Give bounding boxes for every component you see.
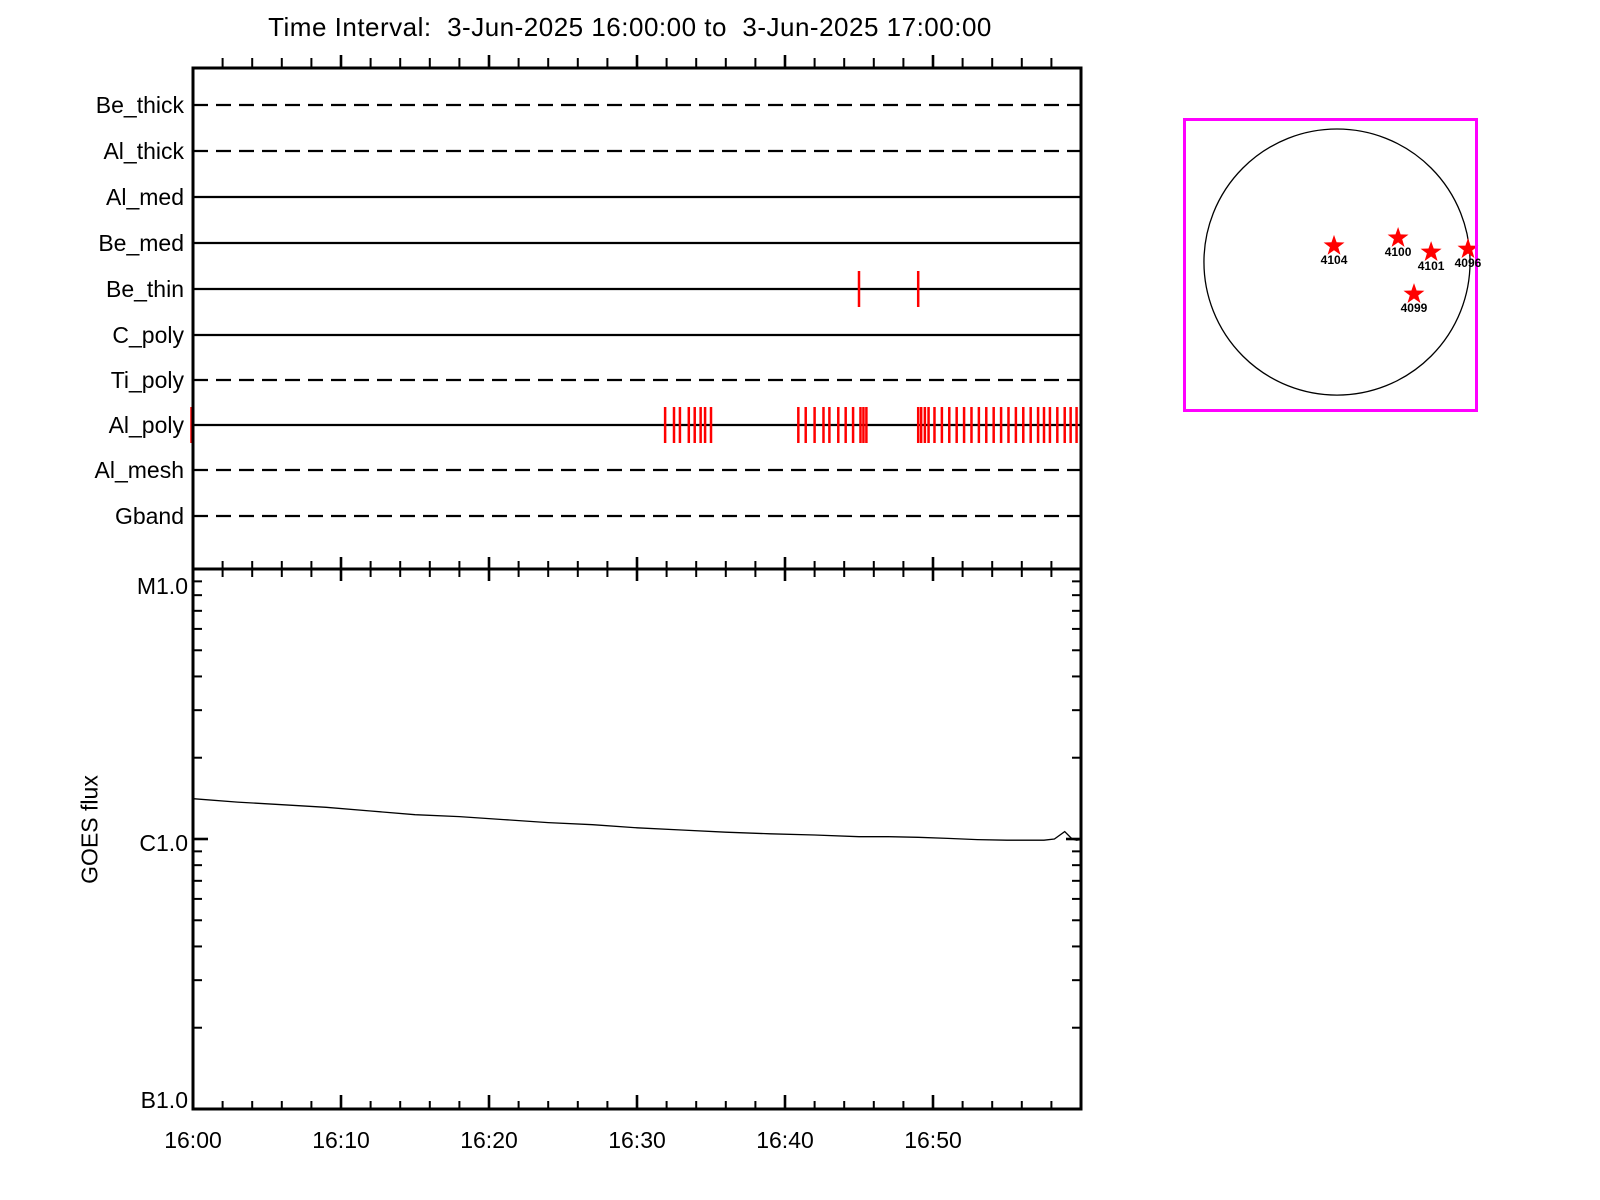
active-region-star-4096 [1457, 238, 1479, 258]
filter-label-be-thick: Be_thick [95, 92, 184, 118]
solar-limb-circle [1203, 128, 1471, 396]
filter-label-al-thick: Al_thick [103, 138, 184, 164]
goes-flux-axis-title: GOES flux [76, 775, 103, 884]
goes-ytick-b1: B1.0 [140, 1087, 188, 1113]
active-region-label-4096: 4096 [1454, 256, 1482, 271]
full-disk-map-frame [1183, 118, 1478, 412]
xtick-1640: 16:40 [756, 1127, 814, 1153]
goes-flux-curve [192, 798, 1082, 841]
filter-label-al-med: Al_med [106, 184, 184, 210]
page-title: Time Interval: 3-Jun-2025 16:00:00 to 3-… [268, 12, 992, 42]
active-region-label-4101: 4101 [1417, 259, 1445, 274]
active-region-star-4100 [1387, 227, 1409, 247]
filter-label-ti-poly: Ti_poly [110, 367, 184, 393]
active-region-label-4099: 4099 [1400, 301, 1428, 316]
active-region-star-4104 [1323, 234, 1345, 255]
xtick-1600: 16:00 [164, 1127, 222, 1153]
active-region-label-4100: 4100 [1384, 244, 1412, 259]
goes-ytick-c1: C1.0 [139, 830, 188, 856]
filter-label-gband: Gband [114, 503, 184, 529]
active-region-star-4101 [1420, 241, 1442, 261]
filter-label-be-thin: Be_thin [105, 276, 184, 302]
active-region-label-4104: 4104 [1320, 252, 1348, 267]
filter-label-al-mesh: Al_mesh [94, 457, 184, 483]
filter-panel-border [191, 66, 1083, 571]
goes-ytick-m1: M1.0 [136, 573, 188, 599]
xtick-1630: 16:30 [608, 1127, 666, 1153]
filter-label-be-med: Be_med [98, 230, 184, 256]
filter-label-al-poly: Al_poly [108, 412, 184, 438]
xtick-1620: 16:20 [460, 1127, 518, 1153]
xtick-1610: 16:10 [312, 1127, 370, 1153]
filter-label-c-poly: C_poly [112, 322, 184, 348]
xtick-1650: 16:50 [904, 1127, 962, 1153]
active-region-star-4099 [1403, 283, 1425, 303]
